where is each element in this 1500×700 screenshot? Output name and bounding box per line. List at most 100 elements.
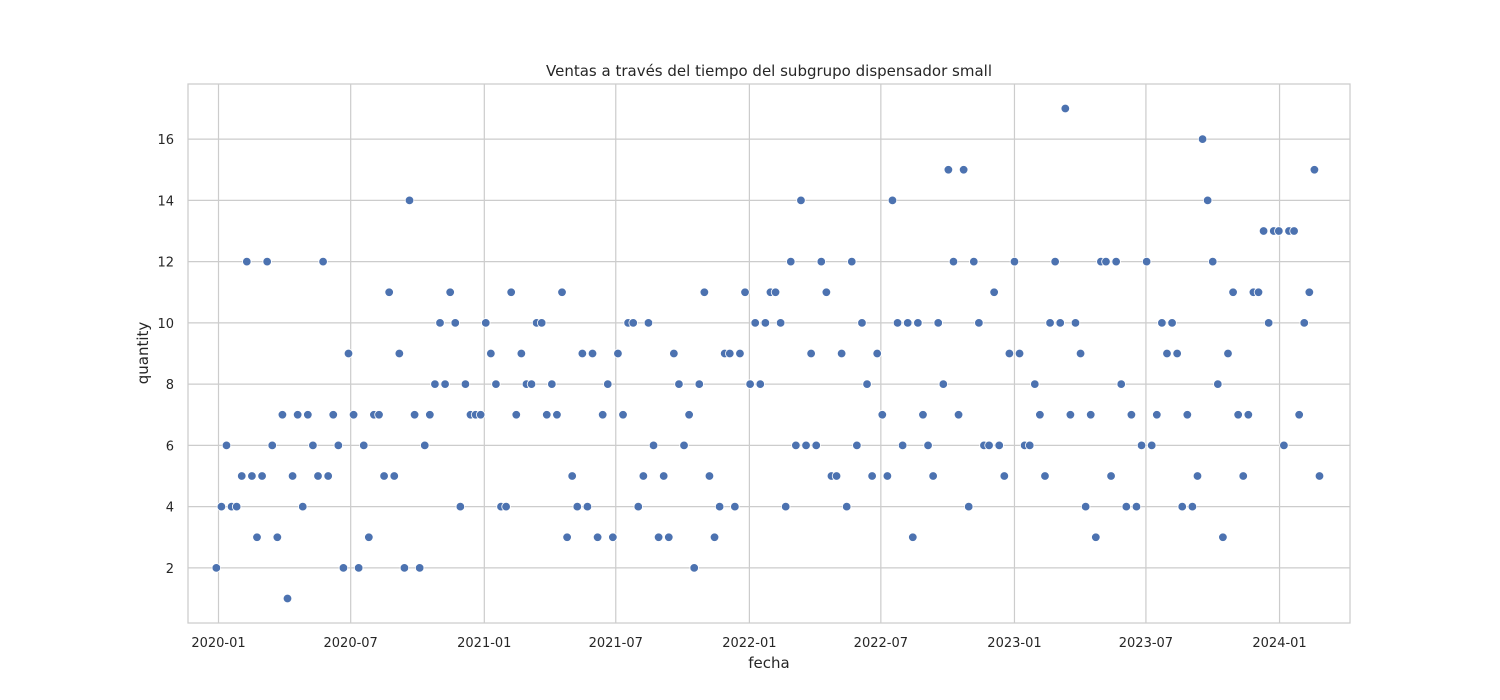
data-point — [1157, 318, 1167, 328]
data-point — [1309, 165, 1320, 175]
data-point — [257, 471, 267, 481]
data-point — [455, 501, 466, 512]
data-point — [831, 471, 842, 481]
data-point — [506, 287, 516, 297]
data-point — [806, 348, 816, 359]
data-point — [989, 287, 999, 297]
data-point — [958, 165, 969, 175]
data-point — [1141, 256, 1152, 267]
data-point — [1060, 103, 1071, 114]
y-tick-label: 6 — [166, 439, 174, 454]
data-point — [1233, 410, 1243, 420]
data-point — [643, 318, 654, 328]
data-point — [755, 379, 765, 389]
data-point — [1004, 348, 1015, 359]
data-point — [409, 410, 420, 420]
data-point — [348, 410, 359, 420]
data-point — [572, 501, 582, 512]
data-point — [1314, 471, 1325, 481]
data-point — [1045, 318, 1055, 328]
data-point — [303, 410, 313, 420]
data-point — [913, 318, 923, 328]
data-point — [216, 501, 227, 512]
data-point — [1289, 226, 1299, 236]
data-point — [242, 256, 252, 267]
data-point — [562, 532, 572, 542]
data-points — [211, 103, 1325, 604]
data-point — [364, 532, 374, 542]
y-tick-label: 8 — [166, 378, 174, 393]
data-point — [1213, 379, 1223, 389]
data-point — [694, 379, 704, 389]
data-point — [1030, 379, 1040, 389]
data-point — [903, 318, 913, 328]
data-point — [760, 318, 771, 328]
data-point — [450, 318, 460, 328]
data-point — [745, 379, 755, 389]
data-point — [689, 563, 699, 573]
data-point — [323, 471, 333, 481]
data-point — [404, 195, 415, 206]
data-point — [318, 256, 328, 267]
data-point — [775, 318, 786, 328]
data-point — [653, 532, 664, 542]
data-point — [603, 379, 613, 389]
plot-area — [187, 83, 1351, 624]
data-point — [933, 318, 943, 328]
data-point — [425, 410, 435, 420]
data-point — [313, 471, 323, 481]
data-point — [669, 348, 679, 359]
data-point — [247, 471, 257, 481]
x-tick-label: 2020-01 — [191, 636, 245, 651]
data-point — [1086, 410, 1096, 420]
data-point — [821, 287, 832, 297]
data-point — [582, 501, 593, 512]
data-point — [420, 440, 430, 451]
data-point — [1106, 471, 1116, 481]
data-point — [1243, 410, 1254, 420]
data-point — [384, 287, 394, 297]
data-point — [435, 318, 445, 328]
data-point — [1136, 440, 1147, 451]
y-tick-label: 16 — [157, 133, 174, 148]
data-point — [862, 379, 872, 389]
data-point — [1091, 532, 1101, 542]
y-tick-label: 14 — [157, 194, 174, 209]
data-point — [628, 318, 638, 328]
y-tick-label: 10 — [157, 317, 174, 332]
data-point — [1218, 532, 1228, 542]
data-point — [679, 440, 689, 451]
data-point — [842, 501, 852, 512]
data-point — [811, 440, 821, 451]
data-point — [984, 440, 994, 451]
data-point — [709, 532, 720, 542]
y-tick-label: 12 — [157, 256, 174, 271]
x-tick-label: 2023-01 — [987, 636, 1041, 651]
data-point — [1075, 348, 1086, 359]
data-point — [252, 532, 262, 542]
data-point — [633, 501, 643, 512]
data-point — [1172, 348, 1182, 359]
data-point — [394, 348, 405, 359]
data-point — [460, 379, 471, 389]
data-point — [1121, 501, 1132, 512]
data-point — [796, 195, 806, 206]
data-point — [287, 471, 298, 481]
data-point — [1065, 410, 1076, 420]
data-point — [298, 501, 308, 512]
data-point — [292, 410, 303, 420]
data-point — [542, 410, 552, 420]
data-point — [567, 471, 577, 481]
data-point — [221, 440, 232, 451]
data-point — [1197, 134, 1208, 144]
data-point — [1274, 226, 1284, 236]
data-point — [547, 379, 557, 389]
x-tick-label: 2021-07 — [589, 636, 643, 651]
x-tick-label: 2023-07 — [1119, 636, 1173, 651]
data-point — [277, 410, 288, 420]
data-point — [389, 471, 399, 481]
data-point — [1116, 379, 1126, 389]
y-axis-label: quantity — [134, 322, 152, 385]
data-point — [374, 410, 384, 420]
